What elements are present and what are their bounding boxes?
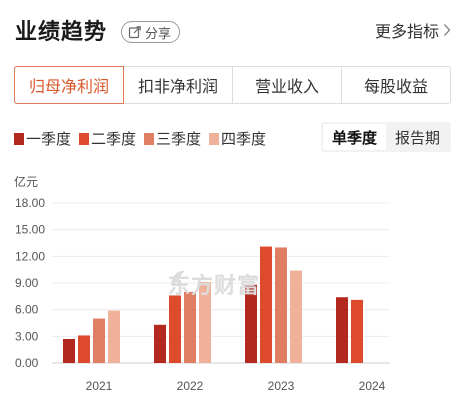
bar-2022-q4 — [199, 282, 211, 363]
legend-label-q1: 一季度 — [26, 131, 72, 148]
bar-2021-q3 — [93, 318, 105, 363]
single-quarter-button[interactable]: 单季度 — [322, 124, 386, 150]
tab-revenue[interactable]: 营业收入 — [233, 67, 342, 103]
legend-row: 一季度 二季度 三季度 四季度 单季度 报告期 — [14, 122, 451, 152]
x-tick-label: 2023 — [268, 379, 295, 393]
legend-label-q3: 三季度 — [156, 131, 202, 148]
legend-item-q3[interactable]: 三季度 — [144, 128, 201, 149]
bar-2022-q1 — [154, 324, 166, 363]
chevron-right-icon — [443, 24, 451, 36]
chart-legend: 一季度 二季度 三季度 四季度 — [14, 128, 274, 149]
tab-eps[interactable]: 每股收益 — [363, 79, 428, 96]
y-tick-label: 3.00 — [15, 329, 39, 343]
bar-2024-q1 — [336, 297, 348, 363]
watermark-icon — [171, 270, 185, 284]
legend-swatch-q2 — [79, 132, 90, 145]
bar-2021-q1 — [63, 339, 75, 363]
y-axis-unit: 亿元 — [14, 175, 39, 189]
legend-label-q2: 二季度 — [91, 131, 137, 148]
tab-deducted-net-profit[interactable]: 扣非净利润 — [124, 67, 233, 103]
legend-label-q4: 四季度 — [221, 131, 267, 148]
bar-2023-q2 — [260, 246, 272, 363]
metric-tabs: 归母净利润 扣非净利润 营业收入 每股收益 — [14, 66, 451, 104]
share-button[interactable]: 分享 — [121, 21, 181, 43]
page-title: 业绩趋势 — [15, 19, 108, 44]
bar-2023-q3 — [275, 247, 287, 363]
bar-2023-q1 — [245, 284, 257, 363]
y-tick-label: 6.00 — [15, 303, 39, 317]
chart-svg: 0.00 3.00 6.00 9.00 12.00 15.00 18.00 2021 2022 2… — [15, 196, 390, 393]
watermark-text: 东方财富 — [168, 273, 261, 298]
legend-item-q1[interactable]: 一季度 — [14, 128, 71, 149]
y-tick-label: 15.00 — [15, 223, 45, 237]
bar-2023-q4 — [290, 270, 302, 363]
bar-2024-q2 — [351, 299, 363, 363]
legend-swatch-q3 — [144, 132, 155, 145]
bar-2022-q3 — [184, 291, 196, 363]
tab-net-profit[interactable]: 归母净利润 — [14, 66, 124, 104]
legend-swatch-q4 — [209, 132, 220, 145]
more-indicators-label: 更多指标 — [374, 24, 439, 41]
bar-2022-q2 — [169, 295, 181, 363]
y-tick-label: 9.00 — [15, 276, 39, 290]
bar-2021-q4 — [108, 310, 120, 363]
share-icon — [128, 26, 141, 39]
watermark-logo: 东方财富 — [168, 268, 260, 300]
bar-chart: 亿元 0.00 3.00 6.00 9.00 12.00 15.00 18.00 2021 20… — [0, 160, 463, 411]
x-tick-label: 2021 — [86, 379, 113, 393]
x-tick-label: 2024 — [359, 379, 386, 393]
header: 业绩趋势 分享 更多指标 — [0, 0, 463, 56]
x-tick-label: 2022 — [177, 379, 204, 393]
share-label: 分享 — [145, 25, 172, 41]
y-tick-label: 0.00 — [15, 356, 39, 370]
more-indicators-link[interactable]: 更多指标 — [375, 18, 451, 42]
legend-item-q2[interactable]: 二季度 — [79, 128, 136, 149]
bar-2021-q2 — [78, 335, 90, 363]
period-toggle: 单季度 报告期 — [320, 122, 451, 152]
y-tick-label: 18.00 — [15, 196, 45, 210]
report-period-button[interactable]: 报告期 — [394, 129, 440, 147]
legend-swatch-q1 — [14, 132, 24, 145]
y-tick-label: 12.00 — [15, 249, 45, 263]
legend-item-q4[interactable]: 四季度 — [209, 128, 266, 149]
